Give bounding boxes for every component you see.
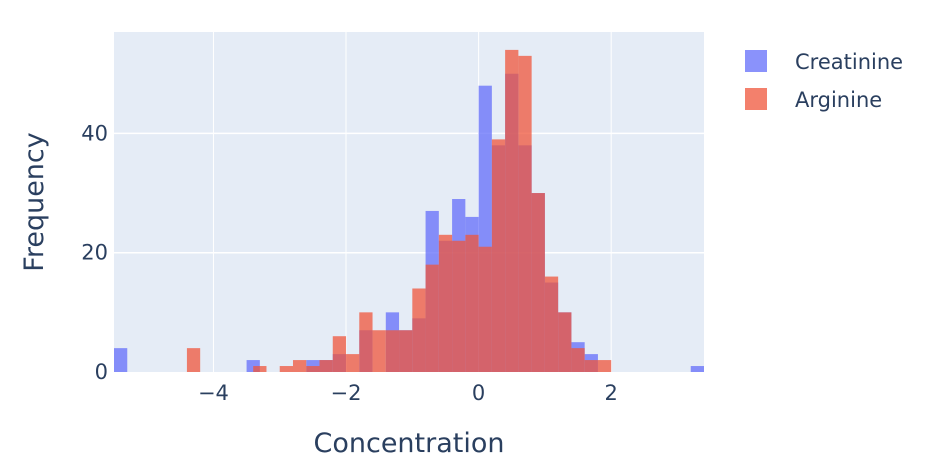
bar-arginine <box>412 288 426 372</box>
bar-arginine <box>518 55 532 372</box>
bar-arginine <box>319 360 333 372</box>
bar-arginine <box>544 276 559 372</box>
y-tick-label: 0 <box>95 360 108 384</box>
bars <box>114 49 704 373</box>
bar-arginine <box>531 193 545 372</box>
x-tick-label: 2 <box>605 381 618 405</box>
bar-arginine <box>558 312 572 372</box>
bar-arginine <box>253 366 267 372</box>
bar-arginine <box>332 336 347 372</box>
bar-arginine <box>346 354 360 372</box>
bar-arginine <box>425 264 439 372</box>
y-tick-label: 40 <box>81 121 108 145</box>
bar-arginine <box>372 330 386 372</box>
x-tick-label: −2 <box>331 381 362 405</box>
bar-arginine <box>279 366 293 372</box>
bar-arginine <box>306 366 320 372</box>
bar-arginine <box>438 234 453 372</box>
y-tick-label: 20 <box>81 241 108 265</box>
bar-arginine <box>597 360 612 372</box>
bar-arginine <box>478 246 492 372</box>
bar-arginine <box>584 360 598 372</box>
bar-arginine <box>359 312 373 372</box>
bar-arginine <box>292 360 307 372</box>
bar-arginine <box>571 348 585 372</box>
x-axis-title: Concentration <box>313 428 504 459</box>
x-tick-label: −4 <box>198 381 229 405</box>
legend-swatch-arginine[interactable] <box>745 88 767 110</box>
bar-arginine <box>491 139 506 372</box>
bar-creatinine <box>690 366 704 372</box>
x-tick-label: 0 <box>472 381 485 405</box>
legend-swatch-creatinine[interactable] <box>745 50 767 72</box>
legend-label-arginine[interactable]: Arginine <box>795 88 882 112</box>
bar-creatinine <box>114 348 128 372</box>
legend[interactable]: Creatinine Arginine <box>745 50 903 112</box>
bar-arginine <box>505 49 519 372</box>
bar-arginine <box>465 234 479 372</box>
bar-arginine <box>385 330 400 372</box>
bar-arginine <box>186 348 201 372</box>
bar-arginine <box>452 240 466 372</box>
plot-background <box>114 32 704 372</box>
bar-arginine <box>399 330 413 372</box>
legend-label-creatinine[interactable]: Creatinine <box>795 50 903 74</box>
y-axis-title: Frequency <box>19 132 50 272</box>
tick-labels: 0 20 40 −4 −2 0 2 <box>81 121 618 405</box>
